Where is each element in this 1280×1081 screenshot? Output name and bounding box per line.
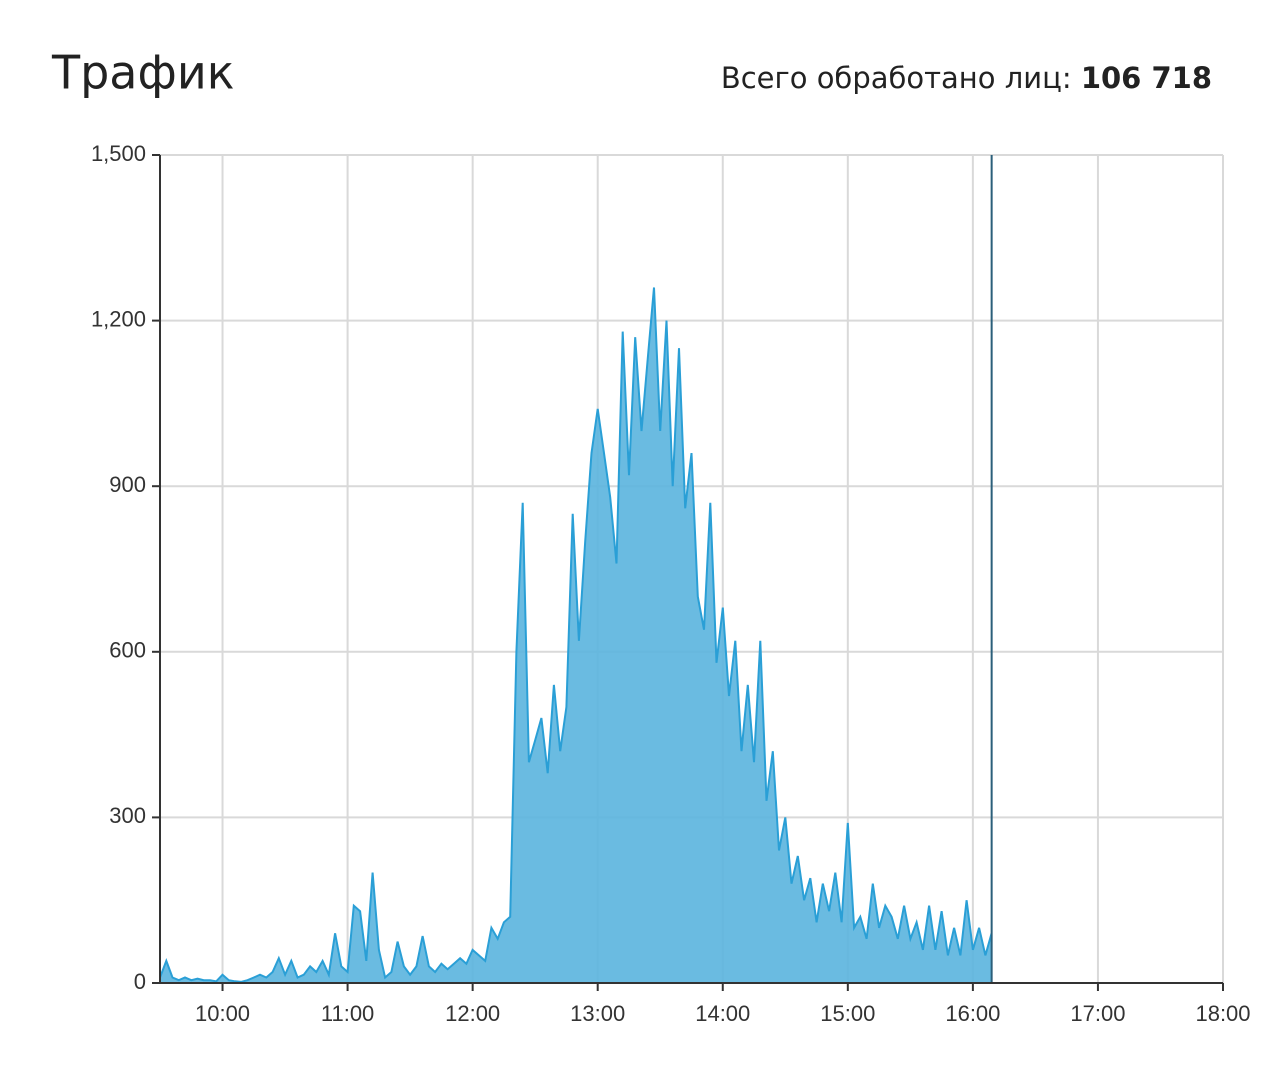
x-tick-label: 15:00: [820, 1001, 875, 1026]
y-tick-label: 0: [134, 969, 146, 994]
y-tick-label: 1,200: [91, 306, 146, 331]
y-tick-label: 1,500: [91, 141, 146, 166]
x-tick-label: 13:00: [570, 1001, 625, 1026]
total: Всего обработано лиц: 106 718: [721, 61, 1212, 95]
x-tick-label: 16:00: [945, 1001, 1000, 1026]
x-tick-label: 11:00: [321, 1001, 374, 1026]
total-value: 106 718: [1081, 61, 1212, 95]
x-tick-label: 17:00: [1070, 1001, 1125, 1026]
y-tick-label: 300: [109, 803, 146, 828]
x-tick-label: 18:00: [1195, 1001, 1250, 1026]
area: [160, 287, 992, 983]
area-line: [159, 287, 993, 983]
y-tick-label: 600: [109, 638, 146, 663]
chart-title: Трафик: [51, 46, 235, 100]
y-tick-label: 900: [109, 472, 146, 497]
total-label: Всего обработано лиц:: [721, 61, 1072, 95]
x-tick-label: 14:00: [695, 1001, 750, 1026]
x-tick-label: 10:00: [195, 1001, 250, 1026]
x-tick-label: 12:00: [445, 1001, 500, 1026]
